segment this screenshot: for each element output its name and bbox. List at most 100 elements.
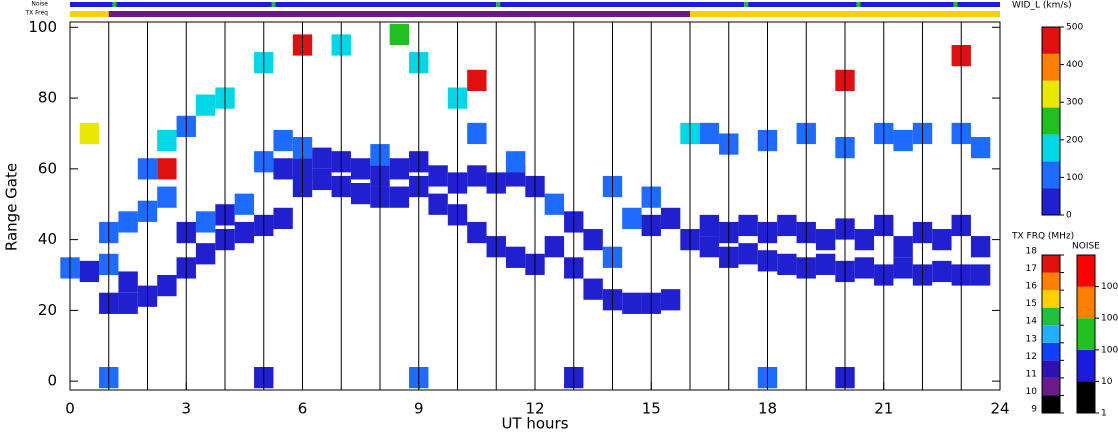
echo-cell xyxy=(854,229,875,251)
echo-cell xyxy=(467,221,487,244)
colorbar-frame xyxy=(1041,26,1061,216)
tx_freq-segment xyxy=(690,11,1000,17)
echo-cell xyxy=(157,275,177,297)
noise-colorbar-title: NOISE xyxy=(1072,242,1100,252)
x-tick-label: 0 xyxy=(65,400,75,418)
echo-cell xyxy=(273,129,293,152)
colorbar-swatch xyxy=(1042,27,1060,54)
noise_colorbar-tick-label: 1 xyxy=(1101,409,1107,419)
noise-segment xyxy=(953,2,958,7)
echo-cell xyxy=(544,193,565,215)
echo-cell xyxy=(312,147,332,169)
colorbar-tick-label: 400 xyxy=(1066,60,1083,70)
echo-cell xyxy=(622,207,642,229)
echo-cell xyxy=(970,236,991,258)
tx_colorbar-tick-label: 12 xyxy=(1026,352,1037,362)
echo-cell xyxy=(505,246,526,268)
y-tick-label: 20 xyxy=(38,301,57,319)
echo-cell xyxy=(660,289,681,311)
colorbar-tick-label: 500 xyxy=(1066,23,1083,33)
noise_colorbar-tick-label: 100 xyxy=(1101,345,1118,355)
x-tick-label: 3 xyxy=(181,400,191,418)
echo-cell xyxy=(273,207,293,229)
noise-segment xyxy=(500,2,745,7)
echo-cell xyxy=(815,229,836,251)
echo-cell xyxy=(234,193,255,215)
echo-cell xyxy=(273,158,293,180)
y-axis-title: Range Gate xyxy=(3,163,21,251)
echo-cell xyxy=(312,168,332,191)
noise-segment xyxy=(856,2,861,7)
echo-cell xyxy=(79,260,100,283)
echo-cell xyxy=(389,23,410,45)
tx_colorbar-tick-label: 9 xyxy=(1031,405,1037,415)
x-tick-label: 9 xyxy=(414,400,424,418)
y-tick-label: 40 xyxy=(38,230,57,248)
colorbar-swatch xyxy=(1042,80,1060,108)
echo-cell xyxy=(467,122,487,145)
tx_colorbar-swatch xyxy=(1042,255,1060,273)
echo-cell xyxy=(544,236,565,258)
width-colorbar-title: WID_L (km/s) xyxy=(1012,1,1072,11)
noise-segment xyxy=(860,2,954,7)
noise_colorbar-swatch xyxy=(1077,381,1095,413)
echo-cell xyxy=(699,236,720,258)
tx_colorbar-swatch xyxy=(1042,272,1060,291)
x-tick-label: 21 xyxy=(874,400,893,418)
echo-cell xyxy=(79,122,100,145)
echo-cell xyxy=(583,278,603,300)
x-tick-label: 24 xyxy=(990,400,1009,418)
echo-cell xyxy=(738,243,758,265)
noise_colorbar-swatch xyxy=(1077,318,1095,350)
echo-cell xyxy=(350,183,371,205)
echo-cell xyxy=(428,193,448,215)
y-tick-label: 100 xyxy=(28,18,57,36)
echo-cell xyxy=(932,260,952,283)
tx_colorbar-tick-label: 14 xyxy=(1026,317,1038,327)
echo-cell xyxy=(234,221,255,244)
y-tick-label: 60 xyxy=(38,159,57,177)
noise-segment xyxy=(70,2,113,7)
colorbar-swatch xyxy=(1042,188,1060,215)
echo-cell xyxy=(854,257,875,279)
echo-cell xyxy=(118,211,138,233)
noise-segment xyxy=(748,2,857,7)
tx_freq-segment xyxy=(108,11,690,17)
x-tick-label: 12 xyxy=(525,400,544,418)
tx_colorbar-swatch xyxy=(1042,325,1060,343)
echo-cell xyxy=(583,229,603,251)
tx_colorbar-tick-label: 10 xyxy=(1026,387,1038,397)
echo-cell xyxy=(118,271,138,293)
noise_colorbar-swatch xyxy=(1077,286,1095,319)
echo-cell xyxy=(195,211,216,233)
echo-cell xyxy=(118,292,138,314)
echo-cell xyxy=(389,158,410,180)
colorbar-swatch xyxy=(1042,134,1060,162)
echo-cell xyxy=(970,264,991,286)
tx_colorbar-swatch xyxy=(1042,395,1060,413)
tx_colorbar-tick-label: 13 xyxy=(1026,334,1037,344)
colorbar-swatch xyxy=(1042,107,1060,135)
echo-cell xyxy=(893,257,913,279)
noise-segment xyxy=(744,2,749,7)
colorbar-tick-label: 200 xyxy=(1066,135,1083,145)
noise-segment xyxy=(496,2,501,7)
tx_colorbar-swatch xyxy=(1042,307,1060,326)
noise-segment xyxy=(112,2,117,7)
echo-cell xyxy=(777,214,797,237)
tx_colorbar-tick-label: 17 xyxy=(1026,264,1037,274)
noise_colorbar-swatch xyxy=(1077,255,1095,287)
echo-cell xyxy=(157,158,177,180)
colorbar-tick-label: 300 xyxy=(1066,98,1083,108)
tx-freq-label: TX Freq xyxy=(24,10,48,17)
echo-cell xyxy=(505,151,526,173)
echo-cell xyxy=(699,214,720,237)
tx-colorbar-title: TX FRQ (MHz) xyxy=(1011,232,1074,242)
echo-cell xyxy=(932,229,952,251)
echo-cell xyxy=(970,137,991,159)
y-tick-label: 80 xyxy=(38,89,57,107)
noise-segment xyxy=(271,2,276,7)
noise_colorbar-tick-label: 10000 xyxy=(1101,282,1118,292)
tx_colorbar-swatch xyxy=(1042,377,1060,396)
